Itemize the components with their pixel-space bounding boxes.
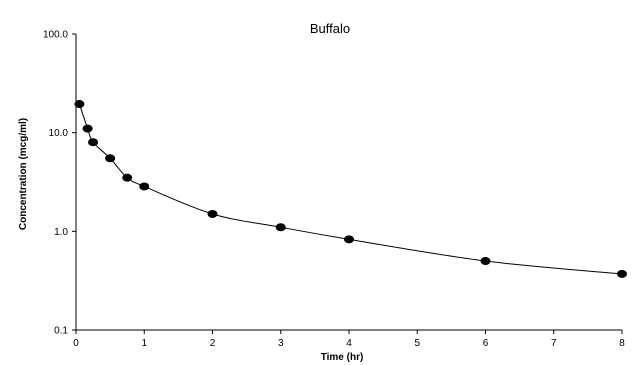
data-point xyxy=(74,100,85,109)
x-tick-label: 0 xyxy=(73,338,79,349)
data-points xyxy=(74,100,627,278)
x-tick-label: 7 xyxy=(551,338,557,349)
data-point xyxy=(88,138,99,147)
x-tick-label: 2 xyxy=(210,338,216,349)
data-point xyxy=(617,269,627,278)
data-point xyxy=(207,209,218,218)
x-axis-ticks: 0 1 2 3 4 5 6 7 8 xyxy=(73,330,625,349)
y-tick-label: 1.0 xyxy=(54,227,68,238)
data-point xyxy=(105,154,116,163)
x-tick-label: 1 xyxy=(141,338,147,349)
x-tick-label: 5 xyxy=(414,338,420,349)
y-tick-label: 100.0 xyxy=(43,30,68,41)
data-point xyxy=(139,182,150,191)
y-axis-ticks: 0.1 1.0 10.0 100.0 xyxy=(43,30,76,337)
y-axis-title: Concentration (mcg/ml) xyxy=(18,118,29,230)
data-point xyxy=(275,223,286,232)
x-axis-title: Time (hr) xyxy=(321,352,364,363)
fitted-curve xyxy=(78,103,623,275)
x-tick-label: 3 xyxy=(278,338,284,349)
y-tick-label: 10.0 xyxy=(49,128,69,139)
y-tick-label: 0.1 xyxy=(54,326,68,337)
data-point xyxy=(82,124,93,133)
x-tick-label: 6 xyxy=(483,338,489,349)
data-point xyxy=(480,257,491,266)
data-point xyxy=(122,173,133,182)
chart-title: Buffalo xyxy=(310,21,350,36)
x-tick-label: 4 xyxy=(346,338,352,349)
data-point xyxy=(344,235,354,244)
x-tick-label: 8 xyxy=(619,338,625,349)
